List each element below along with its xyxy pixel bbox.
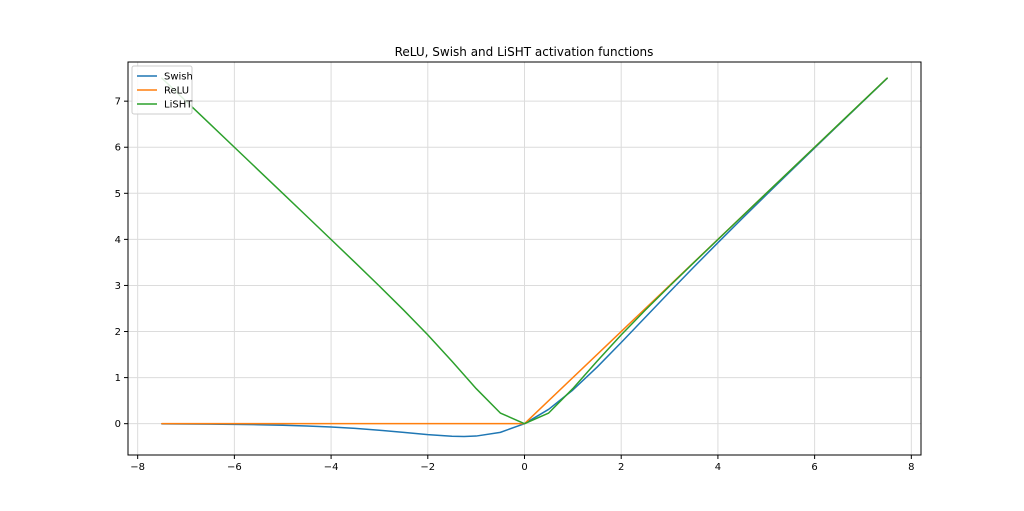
legend-label-swish: Swish <box>164 72 193 83</box>
x-tick-label: −6 <box>227 462 242 473</box>
y-tick-label: 6 <box>115 143 121 154</box>
series-lines <box>161 77 888 438</box>
series-line-swish <box>161 77 888 438</box>
y-tick-label: 5 <box>115 189 121 200</box>
x-tick-label: 6 <box>811 462 817 473</box>
x-tick-label: 0 <box>521 462 527 473</box>
x-tick-label: 2 <box>618 462 624 473</box>
y-tick-label: 2 <box>115 327 121 338</box>
axis-ticks: −8 −6 −4 −2 0 2 4 6 8 0 1 2 3 4 5 6 7 <box>115 97 915 473</box>
y-tick-label: 7 <box>115 97 121 108</box>
x-tick-label: 8 <box>908 462 914 473</box>
y-tick-label: 1 <box>115 373 121 384</box>
y-tick-label: 4 <box>115 235 121 246</box>
legend: Swish ReLU LiSHT <box>131 65 193 115</box>
y-tick-label: 0 <box>115 419 121 430</box>
x-tick-label: 4 <box>715 462 721 473</box>
legend-label-relu: ReLU <box>164 86 189 97</box>
x-tick-label: −4 <box>324 462 339 473</box>
series-line-lisht <box>161 77 888 425</box>
legend-label-lisht: LiSHT <box>164 100 193 111</box>
x-tick-label: −8 <box>130 462 145 473</box>
chart-title: ReLU, Swish and LiSHT activation functio… <box>395 45 654 59</box>
y-tick-label: 3 <box>115 281 121 292</box>
legend-box <box>131 65 193 115</box>
x-tick-label: −2 <box>420 462 435 473</box>
